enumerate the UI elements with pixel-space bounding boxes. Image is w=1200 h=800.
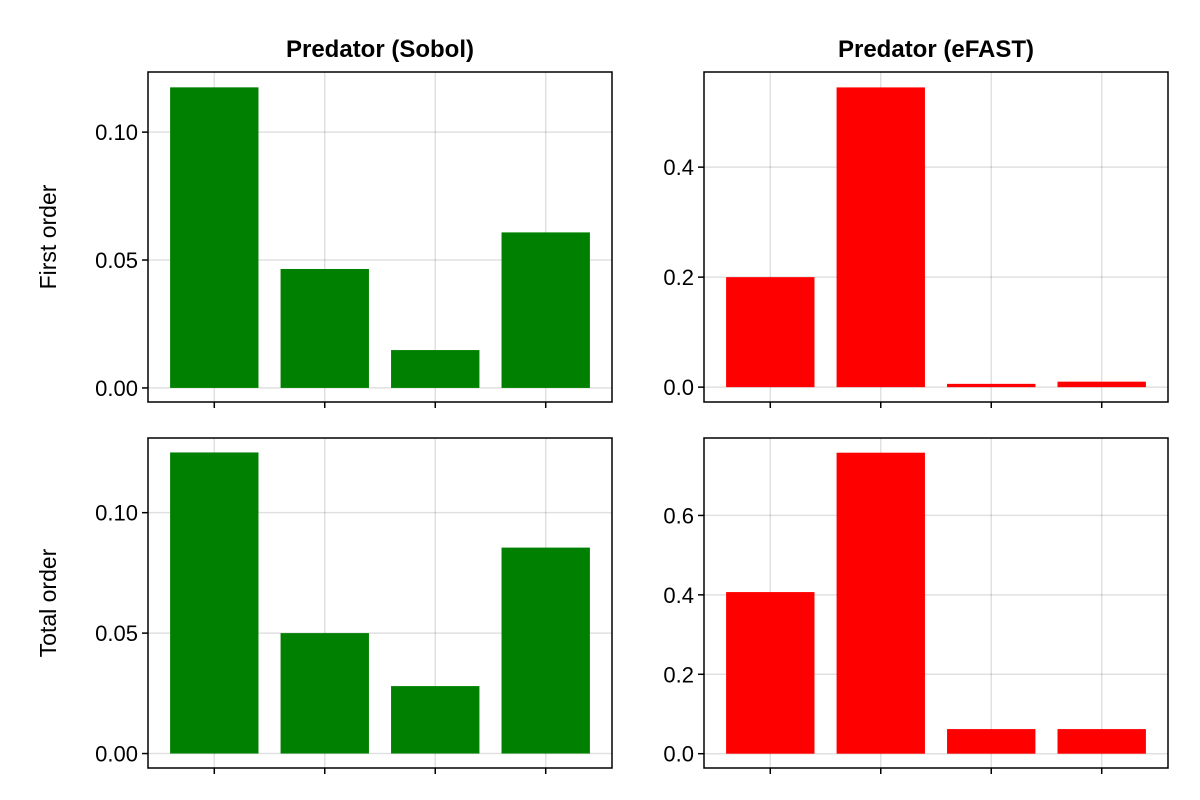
y-tick-label: 0.05: [95, 621, 138, 646]
bar: [501, 232, 590, 388]
bar: [726, 277, 815, 388]
y-tick-label: 0.05: [95, 248, 138, 273]
bar: [1057, 381, 1146, 388]
y-tick-label: 0.00: [95, 742, 138, 767]
axes-frame: [703, 437, 1169, 769]
bar: [1057, 729, 1146, 754]
y-tick-label: 0.2: [663, 662, 694, 687]
bar: [280, 268, 369, 388]
bar: [947, 383, 1036, 388]
bar: [947, 729, 1036, 754]
y-tick-label: 0.4: [663, 155, 694, 180]
panel-total-order-sobol: 0.00 0.05 0.10: [95, 437, 613, 774]
bar: [391, 350, 480, 388]
y-tick-label: 0.10: [95, 501, 138, 526]
axes-frame: [147, 437, 613, 769]
bar: [726, 592, 815, 754]
y-tick-label: 0.2: [663, 265, 694, 290]
bar: [170, 452, 259, 754]
y-tick-label: 0.4: [663, 583, 694, 608]
axes-frame: [703, 71, 1169, 403]
bar: [391, 686, 480, 754]
y-tick-label: 0.0: [663, 742, 694, 767]
bar: [280, 633, 369, 754]
panel-first-order-efast: 0.0 0.2 0.4: [663, 71, 1169, 408]
column-title-efast: Predator (eFAST): [838, 36, 1034, 63]
bar: [170, 87, 259, 388]
bar: [836, 87, 925, 388]
column-title-sobol: Predator (Sobol): [286, 36, 474, 63]
y-tick-label: 0.6: [663, 503, 694, 528]
row-label-first-order: First order: [35, 184, 61, 289]
y-tick-label: 0.00: [95, 376, 138, 401]
y-tick-label: 0.0: [663, 375, 694, 400]
panel-total-order-efast: 0.0 0.2 0.4 0.6: [663, 437, 1169, 774]
bar: [836, 452, 925, 754]
y-tick-label: 0.10: [95, 120, 138, 145]
axes-frame: [147, 71, 613, 403]
row-label-total-order: Total order: [35, 548, 61, 657]
bar: [501, 547, 590, 754]
panel-first-order-sobol: 0.00 0.05 0.10: [95, 71, 613, 408]
